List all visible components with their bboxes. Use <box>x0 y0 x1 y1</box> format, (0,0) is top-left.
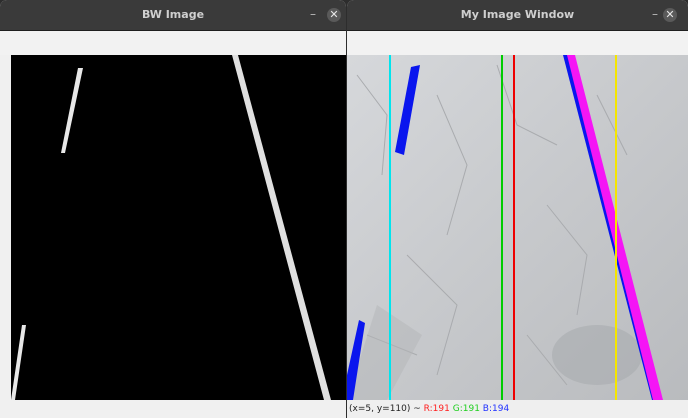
bw-background <box>11 55 346 400</box>
close-icon[interactable]: ✕ <box>327 8 341 22</box>
blue-lane-line-upper-left <box>395 65 420 155</box>
minimize-icon[interactable]: – <box>310 7 316 21</box>
close-icon[interactable]: ✕ <box>663 8 677 22</box>
bw-lane-mark-upper-left <box>61 68 83 153</box>
blue-lane-line-lower-left <box>347 320 365 400</box>
road-image-canvas[interactable] <box>347 55 688 400</box>
green-value: G:191 <box>452 404 480 414</box>
red-value: R:191 <box>423 404 450 414</box>
blue-value: B:194 <box>482 404 510 414</box>
pixel-info-statusbar: (x=5, y=110) ~ R:191 G:191 B:194 <box>347 400 688 418</box>
minimize-icon[interactable]: – <box>652 7 658 21</box>
my-image-window: My Image Window – ✕ (x=5, y=110) ~ R:191… <box>347 0 688 418</box>
bw-lane-mark-lower-left <box>11 325 26 400</box>
titlebar[interactable]: BW Image – ✕ <box>0 0 346 31</box>
titlebar[interactable]: My Image Window – ✕ <box>347 0 688 31</box>
bw-image-window: BW Image – ✕ <box>0 0 346 418</box>
bw-image-canvas <box>11 55 346 400</box>
cursor-coordinates: (x=5, y=110) ~ <box>349 404 421 414</box>
window-title: BW Image <box>141 8 205 21</box>
road-stain <box>552 325 642 385</box>
toolbar <box>0 31 346 55</box>
toolbar <box>347 31 688 55</box>
bw-lane-mark-right <box>232 55 331 400</box>
window-title: My Image Window <box>460 8 575 21</box>
road-shadow <box>347 305 422 400</box>
